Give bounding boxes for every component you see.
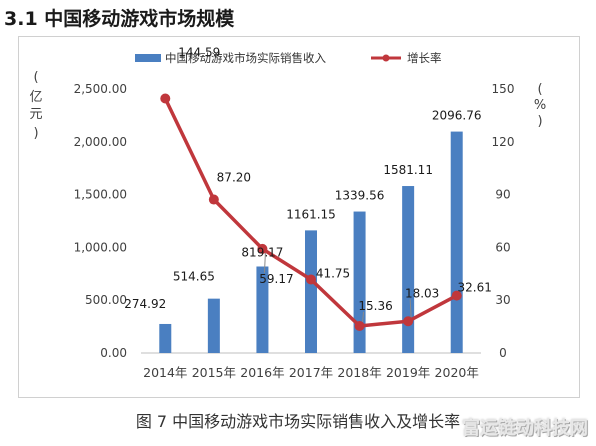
- growth-value-label: 32.61: [458, 281, 492, 295]
- bar-value-label: 819.17: [241, 245, 283, 259]
- y-right-tick-label: 30: [495, 293, 510, 307]
- y-left-tick-label: 2,500.00: [74, 82, 127, 96]
- y-right-paren: (: [537, 82, 542, 97]
- y-right-paren: ): [537, 114, 542, 129]
- growth-point: [306, 274, 316, 285]
- legend-marker-line: [382, 54, 390, 62]
- bar: [159, 323, 172, 353]
- y-right-tick-label: 60: [495, 240, 510, 254]
- y-left-tick-label: 1,000.00: [74, 240, 127, 254]
- y-left-axis-label: 元: [29, 107, 42, 122]
- y-left-paren: (: [33, 70, 38, 85]
- chart-frame: 0.00 500.00 1,000.00 1,500.00 2,000.00 2,500.…: [18, 36, 580, 398]
- label-leader: [362, 311, 365, 323]
- bar: [402, 186, 415, 353]
- x-tick-label: 2019年: [386, 365, 430, 380]
- y-left-axis-label: 亿: [29, 90, 42, 105]
- y-right-axis-label: %: [534, 98, 546, 113]
- growth-point: [354, 320, 365, 331]
- figure-caption: 图 7 中国移动游戏市场实际销售收入及增长率: [135, 412, 461, 431]
- x-tick-label: 2018年: [337, 365, 381, 380]
- legend-swatch-bar: [135, 54, 161, 62]
- growth-value-label: 15.36: [358, 299, 392, 313]
- watermark: 富运链动科技网: [462, 418, 588, 439]
- y-left-tick-label: 1,500.00: [74, 188, 127, 202]
- bar: [256, 266, 269, 353]
- label-leader: [409, 299, 412, 318]
- label-leader: [263, 252, 266, 273]
- y-right-tick-label: 150: [492, 82, 515, 96]
- y-right-tick-label: 0: [499, 346, 507, 360]
- bar-value-label: 514.65: [173, 270, 215, 284]
- growth-point: [257, 243, 268, 254]
- chart-svg: 0.00 500.00 1,000.00 1,500.00 2,000.00 2,500.…: [29, 46, 546, 380]
- x-tick-label: 2014年: [143, 365, 187, 380]
- growth-point: [451, 290, 462, 301]
- bar: [353, 211, 366, 353]
- bar: [207, 298, 220, 353]
- growth-point: [160, 93, 171, 104]
- x-tick-label: 2016年: [240, 365, 284, 380]
- y-right-tick-label: 90: [495, 188, 510, 202]
- section-title: 3.1 中国移动游戏市场规模: [4, 8, 235, 30]
- bar: [305, 230, 317, 353]
- legend-label-line: 增长率: [407, 51, 442, 65]
- bar: [450, 131, 463, 353]
- legend-label-bar: 中国移动游戏市场实际销售收入: [165, 51, 326, 65]
- bar-value-label: 274.92: [124, 297, 166, 311]
- y-left-paren: ): [33, 126, 38, 141]
- growth-value-label: 87.20: [217, 171, 251, 185]
- x-tick-label: 2015年: [192, 365, 236, 380]
- bar-value-label: 1581.11: [383, 163, 433, 177]
- growth-value-label: 59.17: [259, 272, 293, 286]
- growth-value-label: 144.59: [178, 46, 220, 60]
- bar-value-label: 2096.76: [432, 109, 482, 123]
- y-left-tick-label: 0.00: [100, 346, 127, 360]
- y-left-tick-label: 2,000.00: [74, 135, 127, 149]
- x-tick-label: 2020年: [435, 365, 479, 380]
- y-right-tick-label: 120: [492, 135, 515, 149]
- growth-point: [208, 194, 219, 205]
- growth-value-label: 41.75: [316, 267, 350, 281]
- bar-value-label: 1161.15: [286, 207, 336, 221]
- x-tick-label: 2017年: [289, 365, 333, 380]
- growth-value-label: 18.03: [405, 286, 439, 300]
- growth-point: [403, 316, 414, 327]
- y-left-tick-label: 500.00: [85, 293, 127, 307]
- bar-value-label: 1339.56: [335, 189, 385, 203]
